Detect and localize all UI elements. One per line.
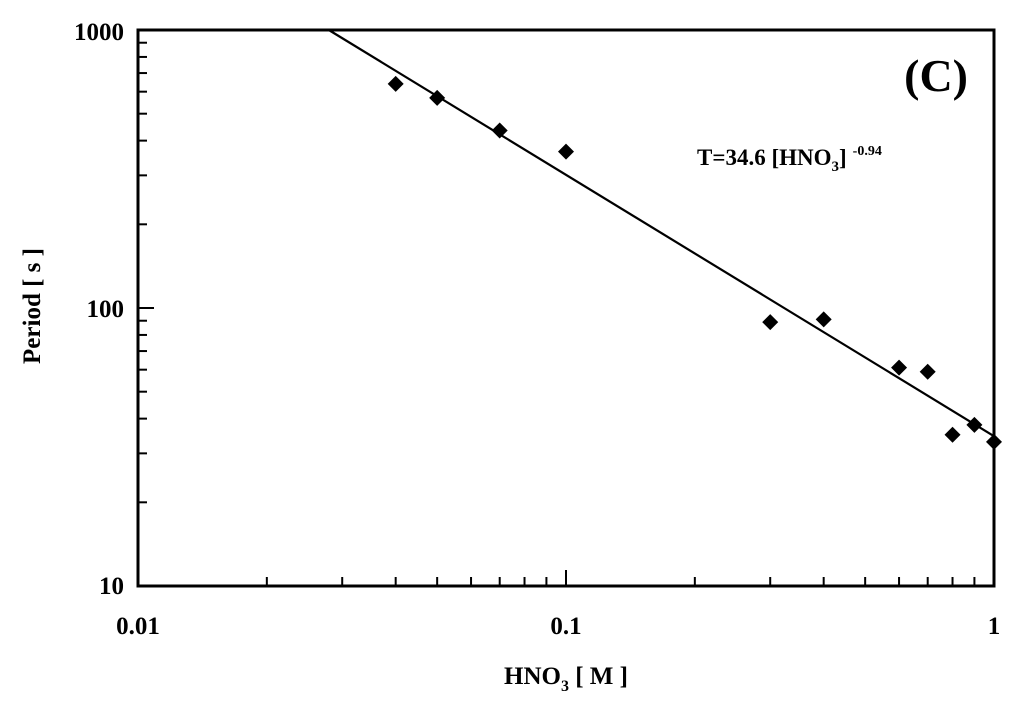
data-point xyxy=(815,311,832,328)
panel-label: (C) xyxy=(904,50,968,101)
y-axis-title: Period [ s ] xyxy=(19,248,46,364)
fit-equation-label: T=34.6 [HNO3] -0.94 xyxy=(697,144,882,175)
y-tick-label: 100 xyxy=(87,296,125,323)
data-points xyxy=(387,75,1002,450)
data-point xyxy=(429,89,446,106)
fit-line-group xyxy=(328,29,995,438)
data-point xyxy=(944,426,961,443)
axis-ticks xyxy=(137,41,976,587)
data-point xyxy=(966,416,983,433)
y-tick-label: 10 xyxy=(99,573,124,600)
data-point xyxy=(558,143,574,160)
x-tick-label: 0.1 xyxy=(550,613,581,640)
data-point xyxy=(387,75,404,92)
data-point xyxy=(919,363,936,380)
y-tick-label: 1000 xyxy=(74,19,124,46)
plot-frame xyxy=(136,28,996,588)
data-point xyxy=(491,122,508,139)
data-point xyxy=(762,314,779,331)
x-tick-label: 0.01 xyxy=(116,613,160,640)
fit-line xyxy=(328,29,995,438)
data-point xyxy=(891,359,908,376)
x-tick-label: 1 xyxy=(988,613,1001,640)
x-axis-title: HNO3 [ M ] xyxy=(504,663,628,695)
